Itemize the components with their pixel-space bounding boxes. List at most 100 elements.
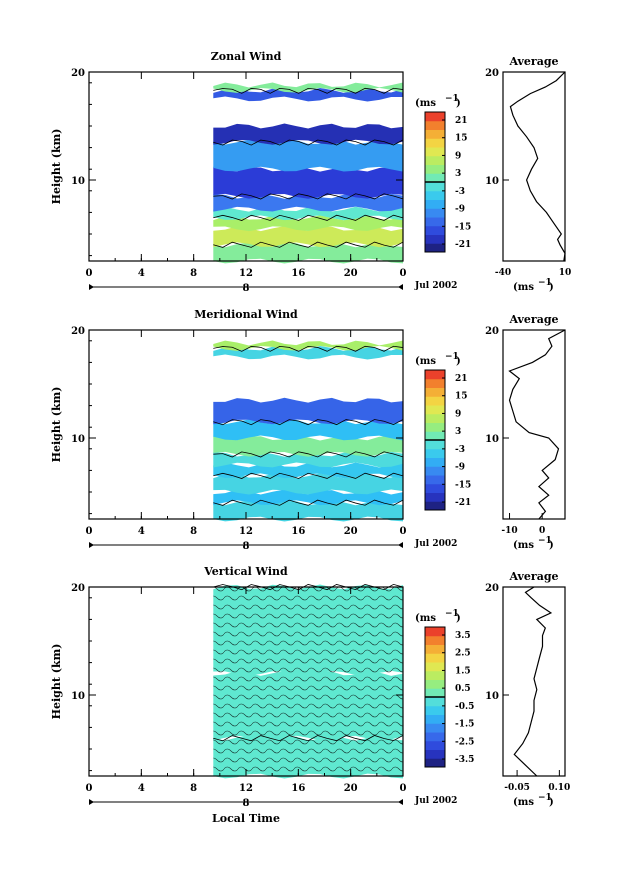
- colorbar-segment: [425, 413, 445, 423]
- average-line: [513, 586, 553, 777]
- colorbar-segment: [425, 492, 445, 502]
- heatmap-bands: [213, 82, 404, 264]
- colorbar-segment: [425, 740, 445, 750]
- average-frame: [502, 71, 566, 262]
- day-label: 8: [243, 283, 250, 294]
- x-tick-label: 0: [86, 526, 93, 537]
- colorbar-tick-label: -1.5: [455, 720, 474, 730]
- heatmap-bands: [213, 340, 404, 522]
- average-x-tick-label: -40: [495, 268, 511, 278]
- average-profile-panel: Average -0.05 0.10 10 20 (ms −1): [485, 570, 570, 808]
- colorbar-tick-label: 15: [455, 134, 468, 144]
- average-unit-close: ): [549, 540, 554, 551]
- colorbar-tick-label: 1.5: [455, 666, 471, 676]
- day-label: 8: [243, 541, 250, 552]
- average-x-tick-label: 0.10: [548, 783, 570, 793]
- heatmap-band: [213, 242, 403, 264]
- y-tick-label: 10: [71, 434, 85, 445]
- colorbar-segment: [425, 405, 445, 415]
- colorbar-segment: [425, 644, 445, 654]
- y-axis-label: Height (km): [50, 387, 63, 463]
- average-frame: [502, 329, 566, 520]
- colorbar-segment: [425, 723, 445, 733]
- colorbar-tick-label: -3: [455, 445, 465, 455]
- colorbar-segment: [425, 466, 445, 476]
- heatmap-band: [213, 340, 403, 351]
- average-unit-exponent: −1: [538, 536, 552, 546]
- colorbar-segment: [425, 422, 445, 432]
- date-label: Jul 2002: [414, 539, 457, 549]
- average-profile-panel: Average -10 0 10 20 (ms −1): [485, 313, 566, 551]
- colorbar-segment: [425, 688, 445, 698]
- average-x-tick-label: -0.05: [504, 783, 530, 793]
- average-frame: [502, 586, 566, 777]
- day-label: 8: [243, 798, 250, 809]
- contour-line: [213, 87, 404, 94]
- contour-line: [213, 451, 404, 458]
- x-tick-label: 8: [190, 783, 197, 794]
- day-span-arrow: [89, 284, 94, 290]
- heatmap-band: [213, 419, 403, 441]
- x-tick-label: 0: [86, 268, 93, 279]
- colorbar-segment: [425, 749, 445, 759]
- heatmap-band: [213, 215, 403, 232]
- colorbar-segment: [425, 448, 445, 458]
- average-title: Average: [508, 570, 558, 583]
- heatmap-band: [213, 397, 403, 425]
- day-span-arrow: [89, 799, 94, 805]
- colorbar-segment: [425, 475, 445, 485]
- y-tick-label: 10: [71, 176, 85, 187]
- average-y-tick-label: 20: [485, 583, 499, 594]
- colorbar-tick-label: 15: [455, 392, 468, 402]
- x-tick-label: 20: [344, 526, 358, 537]
- colorbar-tick-label: 3: [455, 169, 461, 179]
- average-y-tick-label: 10: [485, 434, 499, 445]
- colorbar-unit: (ms: [415, 613, 436, 624]
- colorbar-segment: [425, 732, 445, 742]
- colorbar-segment: [425, 173, 445, 183]
- x-tick-label: 0: [86, 783, 93, 794]
- colorbar-segment: [425, 112, 445, 122]
- x-tick-label: 0: [400, 268, 407, 279]
- heatmap-band: [213, 193, 403, 212]
- contour-texture: [213, 587, 403, 776]
- colorbar-segment: [425, 234, 445, 244]
- date-label: Jul 2002: [414, 281, 457, 291]
- panel-title: Meridional Wind: [194, 308, 298, 321]
- colorbar-tick-label: -9: [455, 205, 465, 215]
- colorbar-tick-label: -9: [455, 463, 465, 473]
- x-tick-label: 4: [138, 526, 145, 537]
- panel-zonal-wind: Zonal Wind 10 20 Height (km) 0 4 8 12 16 20 0 8 Jul …: [50, 50, 571, 294]
- average-profile-panel: Average -40 10 10 20 (ms −1): [485, 55, 571, 293]
- average-y-tick-label: 20: [485, 68, 499, 79]
- average-unit: (ms: [513, 282, 534, 293]
- colorbar: (ms −1) 21 15 9 3 -3 -9 -15 -21: [415, 352, 471, 511]
- contour-line: [213, 499, 404, 506]
- heatmap-band: [213, 473, 403, 495]
- colorbar-unit-close: ): [456, 613, 461, 624]
- average-line: [509, 71, 566, 262]
- colorbar-segment: [425, 120, 445, 130]
- contour-line: [213, 193, 404, 200]
- x-tick-label: 16: [291, 783, 305, 794]
- colorbar-tick-label: 9: [455, 151, 461, 161]
- colorbar-segment: [425, 217, 445, 227]
- colorbar-tick-label: -21: [455, 240, 471, 250]
- colorbar-segment: [425, 378, 445, 388]
- colorbar-segment: [425, 182, 445, 192]
- average-unit-exponent: −1: [538, 278, 552, 288]
- colorbar-unit: (ms: [415, 356, 436, 367]
- colorbar-segment: [425, 138, 445, 148]
- heatmap-band: [213, 166, 403, 199]
- x-tick-label: 4: [138, 783, 145, 794]
- contour-line: [213, 472, 404, 479]
- colorbar: (ms −1) 3.5 2.5 1.5 0.5 -0.5 -1.5 -2.5 -3.5: [415, 609, 474, 768]
- average-unit-close: ): [549, 797, 554, 808]
- x-tick-label: 4: [138, 268, 145, 279]
- average-unit-close: ): [549, 282, 554, 293]
- colorbar-segment: [425, 243, 445, 253]
- average-line: [508, 329, 566, 520]
- average-y-tick-label: 10: [485, 691, 499, 702]
- average-unit: (ms: [513, 540, 534, 551]
- colorbar-unit: (ms: [415, 98, 436, 109]
